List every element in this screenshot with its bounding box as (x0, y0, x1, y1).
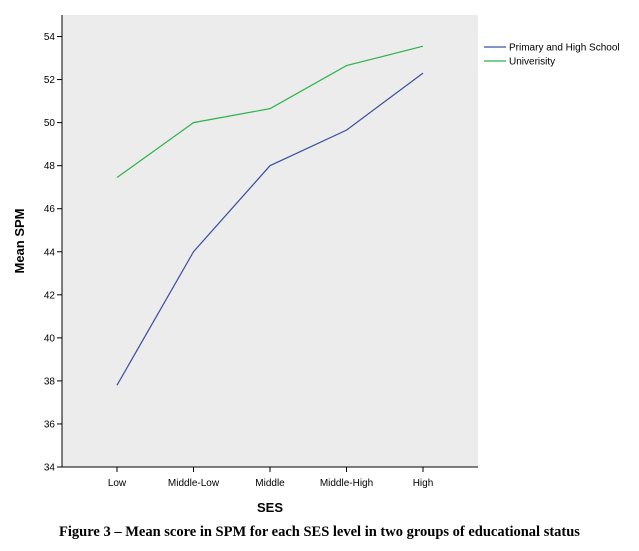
plot-area (62, 15, 478, 467)
legend-label: Primary and High School (509, 43, 620, 54)
y-tick-label: 44 (44, 247, 56, 258)
y-tick-label: 34 (44, 463, 56, 474)
y-axis-title: Mean SPM (12, 208, 27, 273)
y-tick-label: 54 (44, 32, 56, 43)
y-tick-label: 48 (44, 161, 56, 172)
x-tick-label: Middle-Low (168, 478, 220, 489)
x-axis-title: SES (257, 500, 283, 515)
x-axis-ticks: Low Middle-Low Middle Middle-High High (108, 467, 433, 489)
y-tick-label: 50 (44, 118, 56, 129)
y-tick-label: 52 (44, 75, 56, 86)
y-tick-label: 40 (44, 333, 56, 344)
y-tick-label: 36 (44, 419, 56, 430)
legend: Primary and High School Univerisity (484, 43, 620, 68)
y-tick-label: 38 (44, 376, 56, 387)
figure-caption: Figure 3 – Mean score in SPM for each SE… (59, 524, 580, 540)
x-tick-label: Low (108, 478, 127, 489)
series-lines (116, 45, 424, 386)
legend-label: Univerisity (509, 57, 555, 68)
x-tick-label: Middle-High (320, 478, 373, 489)
x-tick-label: Middle (255, 478, 285, 489)
y-tick-label: 42 (44, 290, 56, 301)
y-tick-label: 46 (44, 204, 56, 215)
x-tick-label: High (413, 478, 434, 489)
y-axis-ticks: 34 36 38 40 42 44 46 48 50 52 54 (44, 32, 62, 474)
